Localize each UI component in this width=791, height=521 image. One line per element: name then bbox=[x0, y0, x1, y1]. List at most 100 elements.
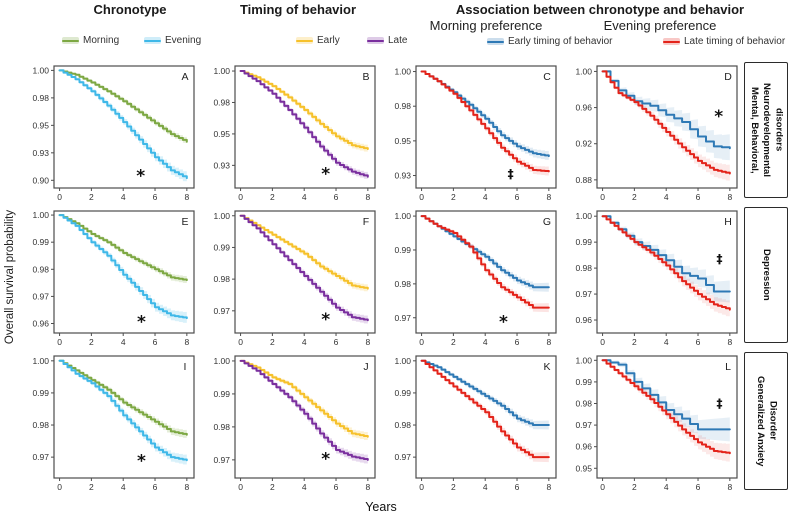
plot-frame bbox=[415, 210, 557, 334]
y-tick-label: 0.98 bbox=[32, 93, 49, 103]
ci-band bbox=[240, 70, 368, 153]
y-tick-label: 1.00 bbox=[32, 210, 49, 220]
x-tick-label: 6 bbox=[334, 192, 339, 202]
survival-plot-G: 1.00 0.99 0.98 0.97 0 2 4 6 8 G * bbox=[394, 210, 557, 347]
x-tick-label: 2 bbox=[89, 337, 94, 347]
y-tick-label: 1.00 bbox=[32, 356, 49, 366]
survival-curve bbox=[239, 70, 369, 178]
survival-curve bbox=[58, 69, 188, 180]
plot-frame bbox=[596, 65, 738, 189]
x-tick-label: 4 bbox=[664, 192, 669, 202]
survival-plot-J: 1.00 0.99 0.98 0.97 0 2 4 6 8 J * bbox=[213, 355, 376, 492]
x-tick-label: 4 bbox=[302, 192, 307, 202]
evening-line-swatch-icon bbox=[144, 36, 161, 45]
y-tick-label: 1.00 bbox=[32, 65, 49, 75]
panel-letter: F bbox=[363, 216, 369, 228]
panel-L: 1.00 0.99 0.98 0.97 0.96 0.95 0 2 4 6 8 L ‡ bbox=[563, 352, 743, 494]
survival-curve bbox=[601, 70, 731, 150]
y-tick-label: 0.98 bbox=[394, 101, 411, 111]
y-tick-label: 0.93 bbox=[213, 160, 230, 170]
significance-marker: * bbox=[321, 310, 330, 330]
survival-curve bbox=[420, 359, 550, 426]
legend-label: Evening bbox=[165, 35, 202, 46]
survival-plot-I: 1.00 0.99 0.98 0.97 0 2 4 6 8 I * bbox=[32, 355, 195, 492]
legend-late: Late bbox=[367, 35, 407, 46]
y-tick-label: 0.88 bbox=[575, 175, 592, 185]
survival-curve bbox=[601, 215, 731, 293]
panel-letter: D bbox=[724, 71, 732, 83]
subtitle-morning-preference: Morning preference bbox=[429, 18, 543, 33]
y-tick-label: 1.00 bbox=[213, 66, 230, 76]
significance-marker: * bbox=[321, 450, 330, 470]
y-tick-label: 0.96 bbox=[575, 103, 592, 113]
y-tick-label: 0.98 bbox=[213, 274, 230, 284]
y-tick-label: 0.98 bbox=[394, 420, 411, 430]
y-tick-label: 0.98 bbox=[575, 263, 592, 273]
y-tick-label: 0.96 bbox=[575, 442, 592, 452]
y-tick-label: 0.99 bbox=[213, 389, 230, 399]
y-tick-label: 0.98 bbox=[213, 97, 230, 107]
panel-J: 1.00 0.99 0.98 0.97 0 2 4 6 8 J * bbox=[201, 352, 381, 494]
panel-A: 1.00 0.98 0.95 0.93 0.90 0 2 4 6 8 A * bbox=[20, 62, 200, 204]
x-tick-label: 2 bbox=[632, 482, 637, 492]
x-tick-label: 2 bbox=[632, 337, 637, 347]
significance-marker: * bbox=[137, 452, 146, 472]
row-label-generalized-anxiety: Generalized Anxiety Disorder bbox=[744, 352, 788, 490]
panel-H: 1.00 0.99 0.98 0.97 0.96 0 2 4 6 8 H ‡ bbox=[563, 207, 743, 349]
early-timing-line-swatch-icon bbox=[487, 37, 504, 46]
y-tick-label: 1.00 bbox=[394, 67, 411, 77]
survival-plot-B: 1.00 0.98 0.95 0.93 0 2 4 6 8 B * bbox=[213, 65, 376, 202]
y-tick-label: 0.97 bbox=[213, 306, 230, 316]
legend-evening: Evening bbox=[144, 35, 201, 46]
survival-curve bbox=[601, 359, 731, 431]
y-axis-label: Overall survival probability bbox=[4, 209, 16, 345]
x-tick-label: 8 bbox=[365, 192, 370, 202]
significance-marker: * bbox=[714, 107, 723, 127]
x-tick-label: 4 bbox=[121, 192, 126, 202]
x-tick-label: 6 bbox=[153, 192, 158, 202]
plot-frame bbox=[234, 210, 376, 334]
x-tick-label: 0 bbox=[419, 337, 424, 347]
x-axis-label: Years bbox=[365, 500, 397, 514]
x-tick-label: 8 bbox=[365, 482, 370, 492]
plot-frame bbox=[234, 65, 376, 189]
survival-plot-C: 1.00 0.98 0.95 0.93 0 2 4 6 8 C ‡ bbox=[394, 65, 557, 202]
y-tick-label: 0.96 bbox=[575, 315, 592, 325]
y-tick-label: 0.90 bbox=[32, 175, 49, 185]
x-tick-label: 4 bbox=[664, 482, 669, 492]
early-line-swatch-icon bbox=[296, 36, 313, 45]
x-tick-label: 2 bbox=[270, 482, 275, 492]
legend-label: Early timing of behavior bbox=[508, 36, 613, 47]
survival-curve bbox=[58, 69, 188, 143]
legend-morning: Morning bbox=[62, 35, 119, 46]
x-tick-label: 4 bbox=[483, 337, 488, 347]
panel-B: 1.00 0.98 0.95 0.93 0 2 4 6 8 B * bbox=[201, 62, 381, 204]
plot-frame bbox=[234, 355, 376, 479]
panel-G: 1.00 0.99 0.98 0.97 0 2 4 6 8 G * bbox=[382, 207, 562, 349]
plot-frame bbox=[596, 210, 738, 334]
x-tick-label: 4 bbox=[483, 192, 488, 202]
y-tick-label: 0.93 bbox=[394, 171, 411, 181]
significance-marker: ‡ bbox=[717, 252, 723, 266]
survival-plot-D: 1.00 0.96 0.92 0.88 0 2 4 6 8 D * bbox=[575, 65, 738, 202]
y-tick-label: 1.00 bbox=[394, 356, 411, 366]
plot-frame bbox=[53, 355, 195, 479]
panel-letter: J bbox=[363, 361, 368, 373]
x-tick-label: 6 bbox=[696, 482, 701, 492]
x-tick-label: 6 bbox=[515, 337, 520, 347]
x-tick-label: 2 bbox=[270, 192, 275, 202]
morning-line-swatch-icon bbox=[62, 36, 79, 45]
panel-letter: H bbox=[724, 216, 732, 228]
x-tick-label: 8 bbox=[184, 192, 189, 202]
x-tick-label: 8 bbox=[727, 337, 732, 347]
panel-letter: C bbox=[543, 71, 551, 83]
row-label-depression: Depression bbox=[744, 207, 788, 343]
y-tick-label: 0.99 bbox=[394, 245, 411, 255]
survival-curve bbox=[239, 359, 369, 438]
x-tick-label: 2 bbox=[632, 192, 637, 202]
survival-curve bbox=[601, 359, 731, 455]
x-tick-label: 6 bbox=[696, 337, 701, 347]
survival-curve bbox=[239, 70, 369, 150]
panel-letter: K bbox=[543, 361, 550, 373]
